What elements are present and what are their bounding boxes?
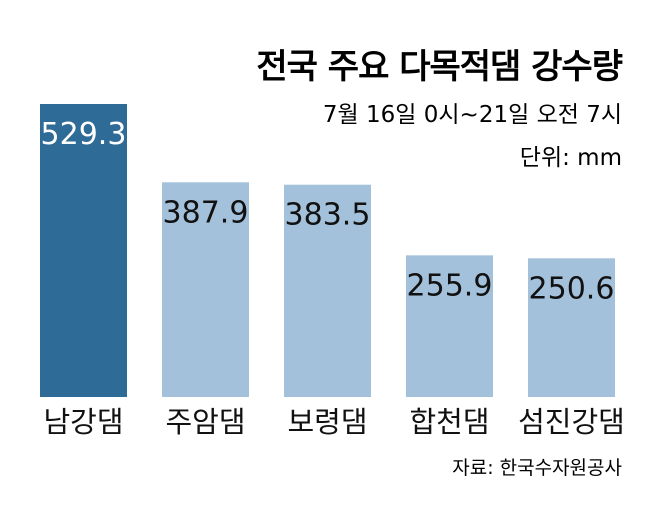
value-label-3: 383.5 bbox=[285, 198, 371, 233]
value-label-4: 255.9 bbox=[407, 268, 493, 303]
chart-title: 전국 주요 다목적댐 강수량 bbox=[256, 47, 622, 87]
bar-4 bbox=[406, 255, 493, 397]
bar-5 bbox=[528, 258, 615, 397]
value-label-2: 387.9 bbox=[163, 195, 249, 230]
value-label-1: 529.3 bbox=[41, 117, 127, 152]
category-label-4: 합천댐 bbox=[409, 405, 489, 439]
bar-1 bbox=[40, 104, 127, 397]
chart-subtitle: 7월 16일 0시~21일 오전 7시 bbox=[323, 102, 622, 128]
category-label-2: 주암댐 bbox=[165, 405, 245, 439]
bars-layer: 529.3 남강댐 387.9 주암댐 383.5 보령댐 255.9 합천댐 250.6 섬진강… bbox=[40, 104, 625, 439]
category-label-3: 보령댐 bbox=[287, 405, 367, 439]
category-label-1: 남강댐 bbox=[43, 405, 123, 439]
category-label-5: 섬진강댐 bbox=[518, 405, 625, 439]
value-label-5: 250.6 bbox=[529, 271, 615, 306]
bar-2 bbox=[162, 182, 249, 397]
source-label: 자료: 한국수자원공사 bbox=[452, 457, 622, 479]
unit-label: 단위: mm bbox=[520, 145, 622, 171]
bar-3 bbox=[284, 184, 371, 397]
